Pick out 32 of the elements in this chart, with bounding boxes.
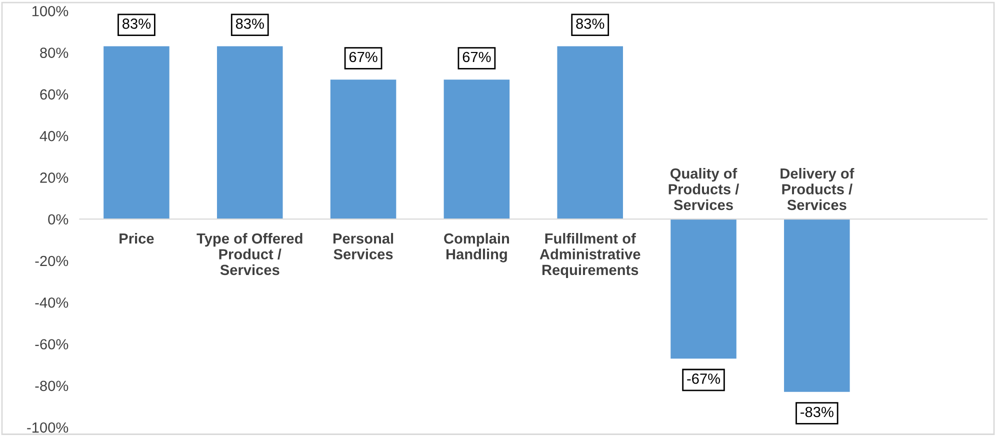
y-tick-label: 40% (40, 130, 68, 142)
bar (444, 80, 510, 220)
data-label: 83% (236, 18, 264, 29)
x-tick-label: Complain Handling (444, 232, 510, 262)
data-label: 83% (576, 18, 604, 29)
y-tick-label: 60% (40, 89, 68, 100)
bar (104, 46, 170, 220)
data-label: 67% (349, 52, 378, 62)
y-tick-label: -20% (35, 256, 68, 266)
data-label: 67% (462, 52, 491, 62)
y-tick-label: 20% (40, 172, 68, 183)
x-tick-label: Type of Offered Product / Services (196, 232, 302, 276)
x-tick-label: Price (120, 232, 154, 244)
bar (784, 219, 850, 392)
y-tick-label: 0% (48, 214, 68, 225)
x-tick-label: Fulfillment of Administrative Requirements (540, 232, 640, 278)
bar (216, 46, 283, 220)
y-tick-label: -80% (35, 380, 68, 392)
y-tick-label: -100% (27, 422, 68, 433)
bar (670, 219, 736, 359)
data-label: -67% (687, 374, 720, 384)
y-tick-label: -40% (35, 297, 68, 308)
x-tick-label: Personal Services (333, 232, 394, 260)
x-tick-label: Delivery of Products / Services (780, 168, 854, 210)
bar (330, 80, 396, 220)
y-tick-label: -60% (35, 339, 68, 350)
bar (557, 46, 623, 220)
data-label: 83% (122, 18, 151, 29)
data-label: -83% (800, 406, 834, 418)
y-tick-label: 80% (40, 48, 68, 58)
y-tick-label: 100% (32, 6, 68, 16)
x-tick-label: Quality of Products / Services (668, 168, 740, 210)
